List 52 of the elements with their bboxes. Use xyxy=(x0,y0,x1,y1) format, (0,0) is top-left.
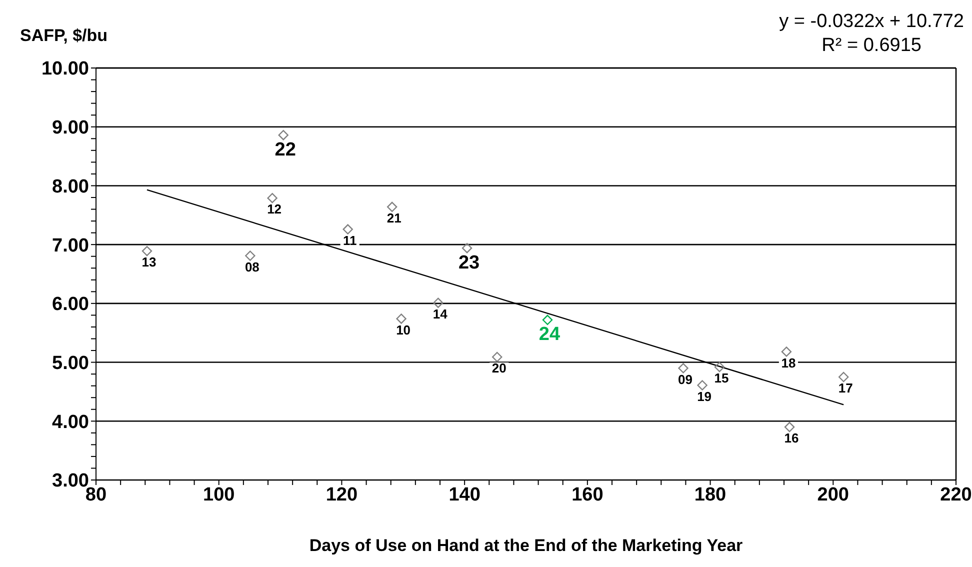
y-tick-label: 6.00 xyxy=(52,294,89,316)
series-label: 22 xyxy=(274,139,296,160)
point xyxy=(245,250,256,261)
x-tick-label: 100 xyxy=(203,484,235,506)
y-tick-label: 8.00 xyxy=(52,176,89,198)
series-label: 10 xyxy=(396,322,411,338)
point xyxy=(714,362,725,372)
point xyxy=(267,192,278,204)
series-label: 23 xyxy=(458,252,480,274)
series-label: 09 xyxy=(678,372,692,387)
x-tick-label: 160 xyxy=(572,484,604,506)
point xyxy=(342,224,353,234)
y-tick-label: 4.00 xyxy=(52,412,89,433)
point xyxy=(838,372,849,382)
series-label: 18 xyxy=(781,355,796,370)
x-tick-label: 200 xyxy=(817,484,849,506)
series-label: 20 xyxy=(492,360,506,376)
text: y = -0.0322x + 10.772 xyxy=(779,10,964,34)
y-tick-label: 10.00 xyxy=(41,58,89,80)
x-tick-label: 120 xyxy=(326,484,358,506)
series-label: 17 xyxy=(838,380,853,396)
point xyxy=(784,422,795,432)
x-tick-label: 180 xyxy=(694,484,726,506)
x-axis-title: Days of Use on Hand at the End of the Marketing Year xyxy=(309,536,744,555)
text: R² = 0.6915 xyxy=(820,34,922,58)
x-tick-label: 140 xyxy=(448,484,480,506)
series-label: 13 xyxy=(142,254,156,270)
point xyxy=(278,130,288,140)
x-tick-label: 220 xyxy=(940,484,972,506)
point xyxy=(678,363,688,374)
series-label: 21 xyxy=(386,210,402,226)
y-tick-label: 7.00 xyxy=(52,235,89,256)
point xyxy=(462,243,472,254)
point xyxy=(433,298,444,308)
series-label: 15 xyxy=(714,370,729,386)
point xyxy=(142,246,152,256)
point xyxy=(781,346,792,357)
point xyxy=(492,352,502,362)
point xyxy=(386,202,398,212)
point xyxy=(396,314,406,324)
series-label: 08 xyxy=(244,259,260,274)
series-label: 16 xyxy=(784,430,799,446)
y-tick-label: 9.00 xyxy=(52,118,89,139)
series-label: 12 xyxy=(267,202,282,217)
point xyxy=(697,380,708,390)
y-axis-title: SAFP, $/bu xyxy=(20,26,108,46)
series-label: 19 xyxy=(697,388,712,404)
series-label: 24 xyxy=(538,324,560,346)
series-label: 11 xyxy=(342,232,357,248)
point xyxy=(542,314,553,326)
series-label: 14 xyxy=(432,306,448,322)
y-tick-label: 5.00 xyxy=(52,353,89,374)
